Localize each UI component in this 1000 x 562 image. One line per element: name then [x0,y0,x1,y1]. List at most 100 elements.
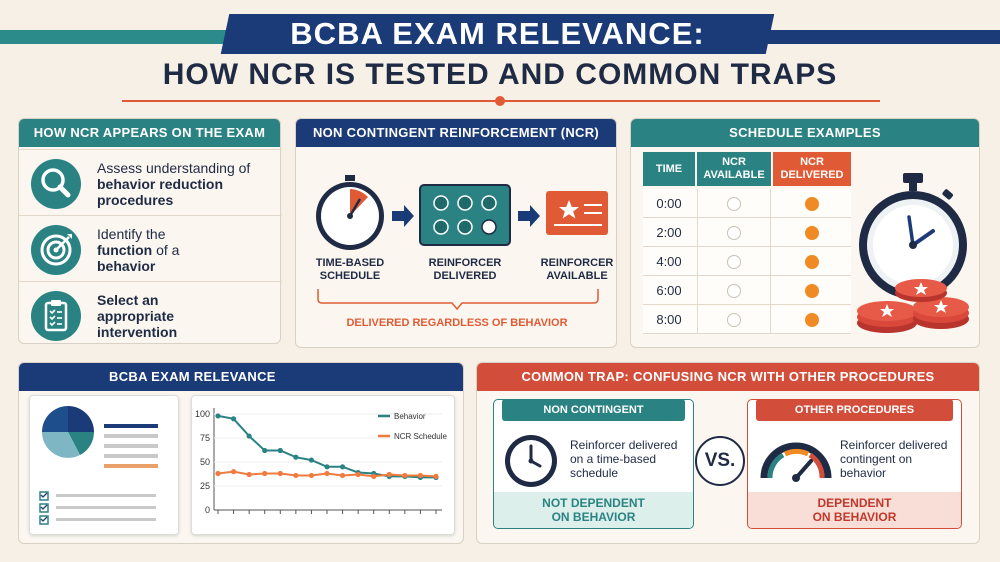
available-indicator [727,312,741,327]
data-point [371,473,377,479]
ncr-caption: DELIVERED REGARDLESS OF BEHAVIOR [346,317,568,329]
clipboard-icon [31,291,81,341]
exam-item-text: Select an appropriate intervention [97,292,178,340]
data-point [293,472,299,479]
exam-item: Identify the function of a behavior [19,215,282,281]
col-delivered-header: NCR DELIVERED [773,152,851,186]
stopwatch-icon [857,173,969,333]
available-indicator [727,254,741,269]
data-point [230,416,237,422]
title-divider-dot [495,96,505,106]
timer-icon [316,175,384,250]
y-tick-label: 0 [205,505,210,515]
delivered-indicator [805,312,819,327]
delivered-indicator [805,225,819,240]
schedule-delivered-cell [773,189,851,218]
other-compare-card: OTHER PROCEDURES Reinforcer delivered con… [747,399,962,529]
target-icon [31,225,81,275]
schedule-delivered-cell [773,218,851,247]
reinforcer-ticket-icon [546,191,608,235]
data-point [246,471,252,478]
coin-stack-icon [857,279,969,333]
exam-item-text: Assess understanding of behavior reducti… [97,160,251,208]
ncr-compare-text: Reinforcer delivered on a time-based sched… [570,438,678,480]
delivered-indicator [805,196,819,211]
data-point [215,470,221,477]
schedule-delivered-cell [773,276,851,305]
data-point [433,473,439,479]
schedule-row [643,276,851,305]
data-point [262,470,268,477]
schedule-time-cell: 8:00 [656,312,682,327]
other-compare-footer: DEPENDENT ON BEHAVIOR [748,492,961,528]
delivered-indicator [805,283,819,298]
step-time-based-label: TIME-BASED SCHEDULE [315,257,385,282]
trap-panel-heading: COMMON TRAP: CONFUSING NCR WITH OTHER PR… [477,363,979,391]
page-subtitle: HOW NCR IS TESTED AND COMMON TRAPS [162,58,838,91]
bracket [317,289,599,311]
other-compare-text: Reinforcer delivered contingent on behavio… [840,438,948,480]
relevance-panel: BCBA EXAM RELEVANCE 100 75 50 25 0 Behavior NC… [18,362,464,544]
arrow-icon [392,205,414,227]
arrow-icon [518,205,540,227]
vs-badge: VS. [695,436,745,486]
gauge-icon [760,442,832,482]
ncr-panel-heading: NON CONTINGENT REINFORCEMENT (NCR) [296,119,616,147]
legend-label: NCR Schedule [394,432,447,441]
data-point [308,457,315,463]
available-indicator [727,196,741,211]
data-point [386,471,392,478]
exam-panel-heading: HOW NCR APPEARS ON THE EXAM [19,119,280,147]
ncr-panel: NON CONTINGENT REINFORCEMENT (NCR) [295,118,617,348]
data-point [339,472,346,479]
schedule-time-cell: 0:00 [656,196,682,211]
page-title: BCBA EXAM RELEVANCE: [290,16,705,51]
col-time-header: TIME [643,152,695,186]
y-tick-label: 100 [195,409,210,419]
relevance-panel-heading: BCBA EXAM RELEVANCE [19,363,463,391]
schedule-time-cell: 4:00 [656,254,682,269]
data-point [277,470,283,477]
step-available-label: REINFORCER AVAILABLE [540,257,614,282]
data-point [308,472,315,479]
exam-panel: HOW NCR APPEARS ON THE EXAM Assess under… [18,118,282,347]
schedule-delivered-cell [773,247,851,276]
data-point [324,470,330,477]
data-point [246,433,252,439]
header-stripe-left [0,30,240,44]
data-point [277,447,283,454]
schedule-time-cell: 6:00 [656,283,682,298]
schedule-available-cell [697,276,771,305]
schedule-panel: SCHEDULE EXAMPLES TIME NCR AVAILABLE NCR D… [630,118,980,348]
data-point [417,472,424,479]
step-delivered-label: REINFORCER DELIVERED [428,257,502,282]
other-compare-heading: OTHER PROCEDURES [756,399,953,421]
ncr-flow-graphic [316,175,608,311]
y-tick-label: 50 [200,457,210,467]
chart-card: 100 75 50 25 0 Behavior NCR Schedule [191,395,455,535]
ncr-compare-heading: NON CONTINGENT REINFORCEMENT [502,399,685,438]
exam-item-text: Identify the function of a behavior [97,226,180,274]
data-point [324,464,330,470]
available-indicator [727,283,741,298]
delivered-indicator [805,254,819,269]
col-available-header: NCR AVAILABLE [697,152,771,186]
data-point [402,472,408,479]
available-indicator [727,225,741,240]
exam-item: Assess understanding of behavior reducti… [19,149,282,215]
legend-label: Behavior [394,412,426,421]
schedule-available-cell [697,189,771,218]
report-card-icon [29,395,179,535]
data-point [339,464,346,470]
data-point [355,471,361,478]
ncr-compare-card: NON CONTINGENT REINFORCEMENT Reinforcer … [493,399,694,529]
data-point [293,454,299,460]
schedule-time-cell: 2:00 [656,225,682,240]
line-chart: 100 75 50 25 0 Behavior NCR Schedule [195,408,447,515]
schedule-available-cell [697,305,771,334]
schedule-available-cell [697,247,771,276]
exam-item: Select an appropriate intervention [19,281,282,347]
y-tick-label: 25 [200,481,210,491]
clock-icon [505,435,557,487]
data-point [230,469,237,475]
